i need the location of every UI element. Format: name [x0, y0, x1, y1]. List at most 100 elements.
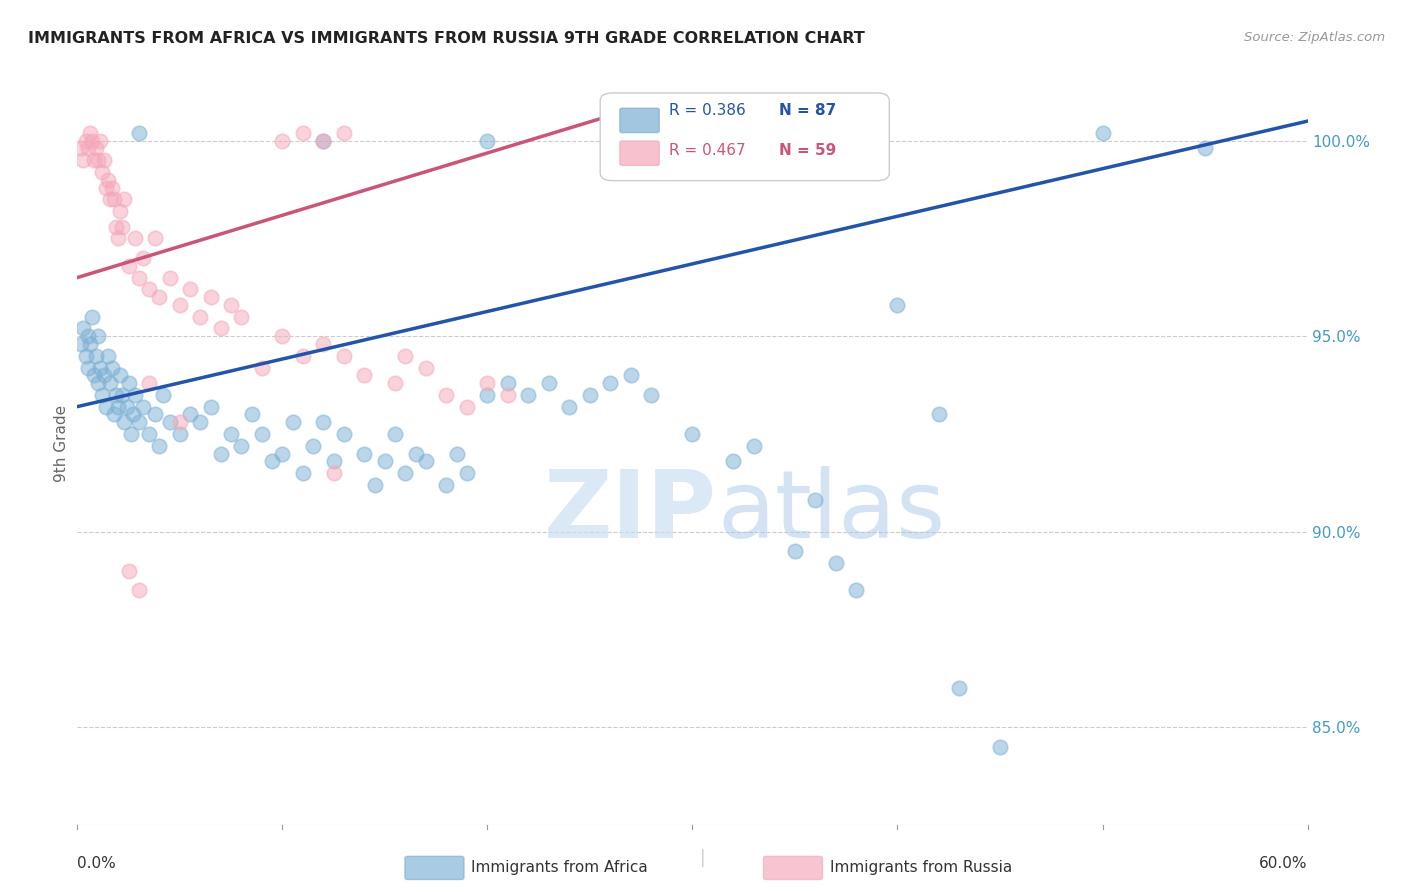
- Point: [76, 360, 98, 375]
- Point: [322, 454, 344, 468]
- Point: [928, 408, 950, 422]
- Point: [117, 259, 139, 273]
- Point: [682, 427, 704, 442]
- Point: [333, 126, 356, 140]
- Point: [322, 466, 344, 480]
- Point: [103, 192, 125, 206]
- Point: [107, 400, 129, 414]
- Point: [89, 360, 111, 375]
- Point: [291, 126, 314, 140]
- Text: N = 87: N = 87: [779, 103, 835, 118]
- Point: [1194, 141, 1216, 155]
- Point: [114, 192, 136, 206]
- Point: [312, 134, 335, 148]
- Text: IMMIGRANTS FROM AFRICA VS IMMIGRANTS FROM RUSSIA 9TH GRADE CORRELATION CHART: IMMIGRANTS FROM AFRICA VS IMMIGRANTS FRO…: [28, 31, 865, 46]
- Point: [179, 408, 201, 422]
- Text: N = 59: N = 59: [779, 143, 835, 158]
- Point: [374, 454, 396, 468]
- Point: [384, 427, 406, 442]
- Point: [825, 556, 848, 570]
- Point: [138, 376, 160, 391]
- Point: [169, 427, 191, 442]
- Point: [72, 153, 94, 168]
- Point: [209, 321, 232, 335]
- Point: [76, 141, 98, 155]
- Point: [384, 376, 406, 391]
- Point: [436, 388, 458, 402]
- Point: [188, 310, 212, 324]
- Point: [90, 388, 114, 402]
- Point: [783, 544, 806, 558]
- Point: [312, 415, 335, 429]
- Point: [579, 388, 602, 402]
- Point: [169, 415, 191, 429]
- Point: [121, 408, 143, 422]
- Point: [115, 400, 138, 414]
- Point: [363, 478, 385, 492]
- Text: ZIP: ZIP: [544, 467, 717, 558]
- Point: [209, 446, 232, 460]
- Point: [84, 141, 107, 155]
- Point: [1091, 126, 1114, 140]
- Point: [640, 388, 662, 402]
- Text: R = 0.467: R = 0.467: [669, 143, 745, 158]
- Point: [271, 446, 294, 460]
- FancyBboxPatch shape: [600, 93, 890, 181]
- Point: [107, 231, 129, 245]
- FancyBboxPatch shape: [620, 141, 659, 165]
- Point: [405, 446, 427, 460]
- Point: [291, 466, 314, 480]
- Point: [138, 427, 160, 442]
- Point: [159, 270, 181, 285]
- Point: [111, 388, 134, 402]
- Point: [446, 446, 468, 460]
- Point: [333, 349, 356, 363]
- Point: [415, 454, 437, 468]
- Point: [110, 368, 132, 383]
- Point: [117, 376, 139, 391]
- Point: [110, 204, 132, 219]
- Point: [70, 337, 93, 351]
- Point: [599, 376, 621, 391]
- Point: [302, 439, 325, 453]
- Point: [143, 408, 166, 422]
- Point: [83, 368, 105, 383]
- Point: [436, 478, 458, 492]
- Point: [83, 153, 105, 168]
- Point: [90, 165, 114, 179]
- Point: [353, 368, 375, 383]
- Point: [101, 360, 124, 375]
- Point: [477, 388, 499, 402]
- Point: [456, 466, 478, 480]
- Point: [97, 173, 120, 187]
- FancyBboxPatch shape: [620, 108, 659, 133]
- Point: [312, 337, 335, 351]
- Point: [94, 180, 117, 194]
- Point: [200, 290, 222, 304]
- Point: [111, 219, 134, 234]
- Point: [333, 427, 356, 442]
- Text: 60.0%: 60.0%: [1260, 855, 1308, 871]
- Point: [250, 360, 273, 375]
- Point: [93, 368, 115, 383]
- Point: [537, 376, 560, 391]
- Point: [114, 415, 136, 429]
- Point: [558, 400, 581, 414]
- Point: [415, 360, 437, 375]
- Point: [98, 192, 121, 206]
- Point: [128, 583, 150, 598]
- Point: [105, 388, 128, 402]
- Point: [188, 415, 212, 429]
- Point: [148, 290, 170, 304]
- Point: [456, 400, 478, 414]
- Point: [128, 270, 150, 285]
- Point: [620, 368, 643, 383]
- Point: [231, 310, 253, 324]
- Point: [742, 439, 765, 453]
- Point: [353, 446, 375, 460]
- Point: [152, 388, 174, 402]
- Point: [124, 388, 146, 402]
- Text: atlas: atlas: [717, 467, 945, 558]
- Point: [312, 134, 335, 148]
- Point: [80, 310, 103, 324]
